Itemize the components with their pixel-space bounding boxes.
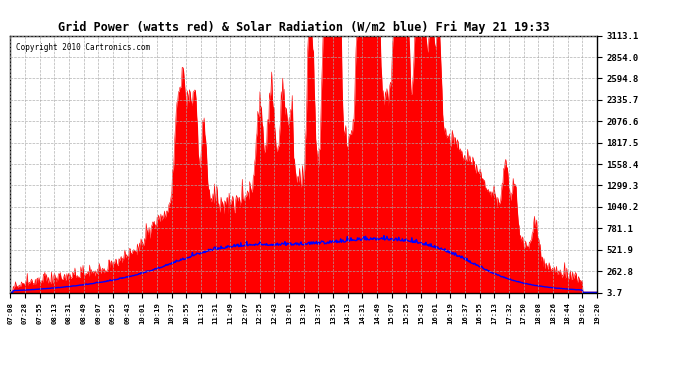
Title: Grid Power (watts red) & Solar Radiation (W/m2 blue) Fri May 21 19:33: Grid Power (watts red) & Solar Radiation… <box>58 21 549 34</box>
Text: Copyright 2010 Cartronics.com: Copyright 2010 Cartronics.com <box>17 44 150 52</box>
